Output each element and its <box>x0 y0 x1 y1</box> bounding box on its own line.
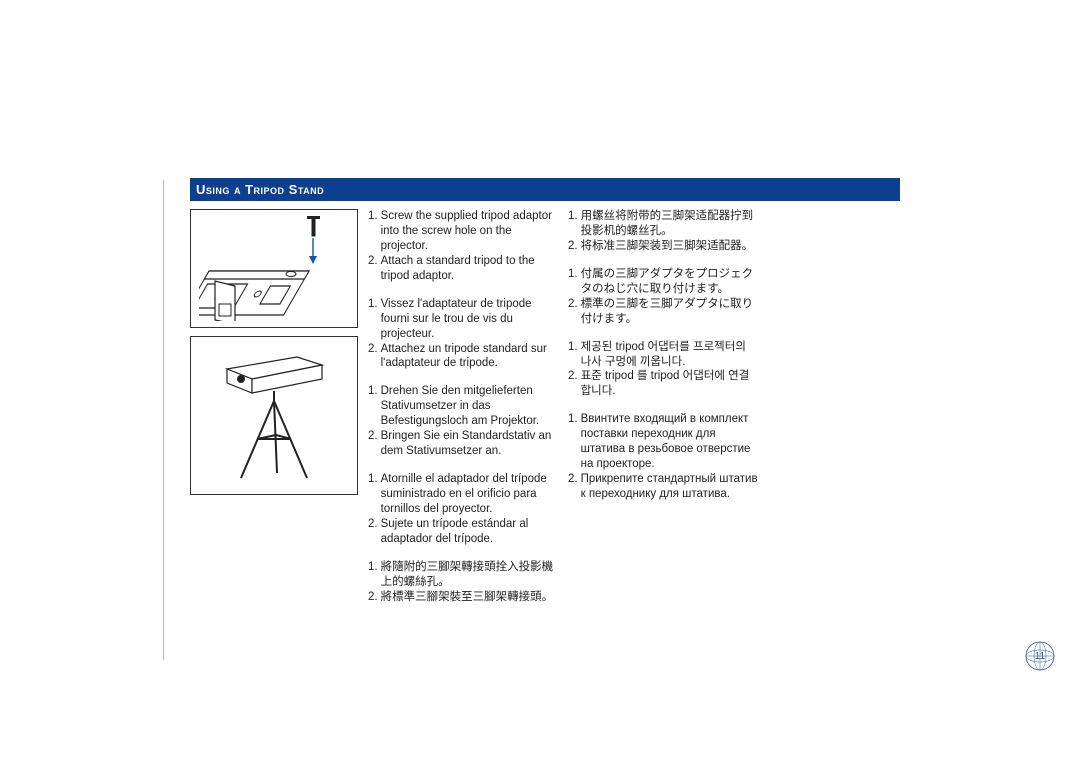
instruction-text: Attachez un tripode standard sur l'adapt… <box>381 342 558 372</box>
text-column-right: 1.用螺丝将附带的三脚架适配器拧到投影机的螺丝孔。 2.将标准三脚架装到三脚架适… <box>568 209 758 618</box>
lang-ja: 1.付属の三脚アダプタをプロジェクタのねじ穴に取り付けます。 2.標準の三脚を三… <box>568 267 758 327</box>
projector-diagram-svg <box>199 216 349 321</box>
page-number: 11 <box>1024 640 1056 672</box>
list-number: 2. <box>368 590 378 605</box>
instruction-text: Atornille el adaptador del trípode sumin… <box>381 472 558 517</box>
instruction-text: 將標準三腳架裝至三腳架轉接頭。 <box>381 590 554 605</box>
section-title: Using a Tripod Stand <box>196 182 324 197</box>
list-number: 1. <box>568 340 578 370</box>
text-column-left: 1.Screw the supplied tripod adaptor into… <box>368 209 558 618</box>
lang-zh-tw: 1.將隨附的三腳架轉接頭拴入投影機上的螺絲孔。 2.將標準三腳架裝至三腳架轉接頭… <box>368 560 558 605</box>
list-number: 2. <box>368 517 378 547</box>
instruction-text: 付属の三脚アダプタをプロジェクタのねじ穴に取り付けます。 <box>581 267 758 297</box>
instruction-text: Drehen Sie den mitgelieferten Stativumse… <box>381 384 558 429</box>
list-number: 1. <box>568 267 578 297</box>
instruction-text: Bringen Sie ein Standardstativ an dem St… <box>381 429 558 459</box>
list-number: 1. <box>568 412 578 472</box>
content-row: 1.Screw the supplied tripod adaptor into… <box>190 209 900 618</box>
instruction-text: 將隨附的三腳架轉接頭拴入投影機上的螺絲孔。 <box>381 560 558 590</box>
lang-en: 1.Screw the supplied tripod adaptor into… <box>368 209 558 284</box>
lang-fr: 1.Vissez l'adaptateur de tripode fourni … <box>368 297 558 372</box>
instruction-text: Attach a standard tripod to the tripod a… <box>381 254 558 284</box>
instruction-text: Ввинтите входящий в комплект поставки пе… <box>581 412 758 472</box>
screw-icon <box>307 216 320 236</box>
lang-de: 1.Drehen Sie den mitgelieferten Stativum… <box>368 384 558 459</box>
lang-zh-cn: 1.用螺丝将附带的三脚架适配器拧到投影机的螺丝孔。 2.将标准三脚架装到三脚架适… <box>568 209 758 254</box>
list-number: 1. <box>568 209 578 239</box>
list-number: 2. <box>368 429 378 459</box>
lang-ru: 1.Ввинтите входящий в комплект поставки … <box>568 412 758 502</box>
margin-rule <box>163 180 164 660</box>
list-number: 2. <box>368 254 378 284</box>
list-number: 1. <box>368 560 378 590</box>
manual-page: Using a Tripod Stand <box>190 178 900 618</box>
list-number: 1. <box>368 384 378 429</box>
section-header: Using a Tripod Stand <box>190 178 900 201</box>
page-number-badge: 11 <box>1024 640 1056 672</box>
instruction-text: Прикрепите стандартный штатив к переходн… <box>581 472 758 502</box>
instruction-text: 제공된 tripod 어댑터를 프로젝터의 나사 구멍에 끼웁니다. <box>581 340 758 370</box>
lang-es: 1.Atornille el adaptador del trípode sum… <box>368 472 558 547</box>
list-number: 2. <box>568 239 578 254</box>
list-number: 1. <box>368 472 378 517</box>
tripod-diagram-svg <box>199 343 349 488</box>
list-number: 1. <box>368 297 378 342</box>
list-number: 1. <box>368 209 378 254</box>
instruction-text: Screw the supplied tripod adaptor into t… <box>381 209 558 254</box>
instruction-text: 将标准三脚架装到三脚架适配器。 <box>581 239 754 254</box>
instruction-text: 표준 tripod 를 tripod 어댑터에 연결합니다. <box>581 369 758 399</box>
instruction-text: 標準の三脚を三脚アダプタに取り付けます。 <box>581 297 758 327</box>
list-number: 2. <box>568 297 578 327</box>
figure-projector-adaptor <box>190 209 358 328</box>
instruction-text: Sujete un trípode estándar al adaptador … <box>381 517 558 547</box>
instruction-text: 用螺丝将附带的三脚架适配器拧到投影机的螺丝孔。 <box>581 209 758 239</box>
lang-ko: 1.제공된 tripod 어댑터를 프로젝터의 나사 구멍에 끼웁니다. 2.표… <box>568 340 758 400</box>
list-number: 2. <box>568 472 578 502</box>
figures-column <box>190 209 358 618</box>
instruction-text: Vissez l'adaptateur de tripode fourni su… <box>381 297 558 342</box>
list-number: 2. <box>568 369 578 399</box>
list-number: 2. <box>368 342 378 372</box>
figure-projector-tripod <box>190 336 358 495</box>
